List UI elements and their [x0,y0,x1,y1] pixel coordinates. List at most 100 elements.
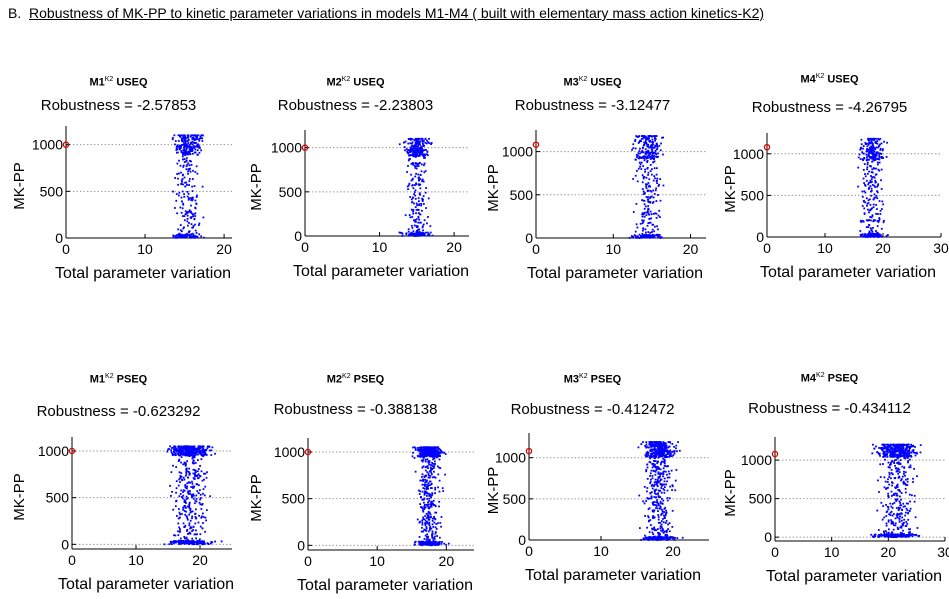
data-point [639,163,642,166]
data-point [411,145,414,148]
data-point [661,443,664,446]
data-point [429,483,432,486]
data-point [860,143,863,146]
data-point [868,158,870,161]
data-point [908,447,911,450]
data-point [655,507,657,509]
data-point [658,532,660,534]
data-point [182,140,185,143]
data-point [893,535,896,538]
data-point [651,234,654,237]
data-point [868,152,871,155]
data-point [180,542,183,545]
data-point [894,455,896,458]
data-point [195,529,197,532]
data-point [674,479,677,482]
data-point [429,526,432,528]
data-point [178,478,181,481]
y-tick-label: 1000 [495,450,526,466]
data-point [651,487,654,490]
data-point [648,154,650,157]
data-point [654,455,657,457]
data-point [658,443,661,446]
data-point [429,469,432,472]
data-point [659,441,661,443]
data-point [186,460,189,463]
data-point [647,454,650,457]
data-point [899,450,901,453]
data-point [891,443,894,446]
data-point [186,163,189,166]
data-point [180,475,183,478]
data-point [424,524,427,526]
data-point [177,484,180,487]
data-point [872,219,875,222]
data-point [175,487,178,490]
data-point [415,208,418,211]
data-point [642,135,645,137]
data-point [653,167,656,170]
data-point [196,144,199,146]
data-point [657,471,660,474]
data-point [172,234,175,237]
data-point [653,492,656,495]
data-point [183,195,186,198]
data-point [668,530,671,533]
data-point [902,505,905,508]
data-point [638,150,641,152]
data-point [430,467,433,470]
data-point [187,445,189,448]
data-point [423,492,426,495]
data-point [656,461,659,463]
data-point [422,229,424,232]
data-point [190,216,193,218]
data-point [650,145,653,148]
data-point [891,481,893,484]
data-point [438,500,441,503]
data-point [188,152,190,155]
data-point [187,198,190,201]
data-point [641,137,643,140]
data-point [187,134,190,137]
data-point [890,505,893,508]
data-point [912,481,914,483]
data-point [184,484,187,487]
data-point [180,451,183,454]
data-point [657,236,660,239]
data-point [430,501,433,504]
data-point [657,516,660,518]
data-point [660,512,663,515]
data-point [869,227,872,230]
data-point [671,442,674,445]
data-point [182,494,185,497]
data-point [654,457,656,460]
data-point [433,457,436,460]
data-point [418,448,420,451]
data-point [657,538,660,541]
data-point [199,475,202,478]
data-point [409,142,412,145]
panel-title: M1K2 PSEQ [0,373,237,386]
data-point [651,450,654,452]
data-point [655,456,658,458]
data-point [874,196,877,199]
data-point [202,445,204,448]
data-point [190,236,193,239]
data-point [649,146,652,149]
data-point [191,147,194,150]
data-point [900,512,903,515]
data-point [181,448,183,450]
data-point [438,540,441,543]
figure-title-text: Robustness of MK-PP to kinetic parameter… [29,5,765,21]
data-point [868,150,871,153]
data-point [909,464,912,467]
data-point [870,216,873,219]
data-point [407,230,410,233]
data-point [401,235,404,237]
data-point [177,539,180,542]
data-point [643,234,646,237]
data-point [893,449,896,451]
data-point [874,173,877,176]
data-point [889,464,891,466]
data-point [906,452,909,455]
